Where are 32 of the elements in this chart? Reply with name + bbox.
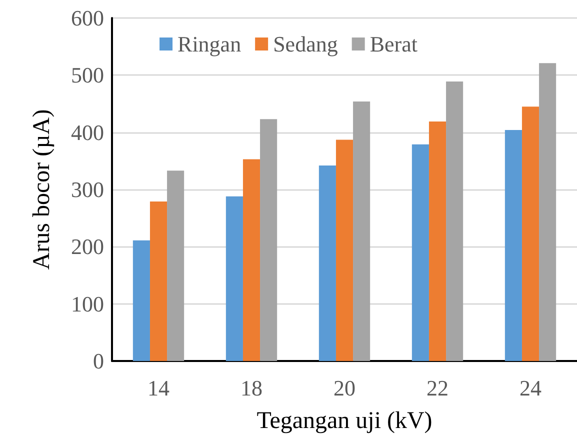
bar — [318, 165, 336, 361]
x-tick-label: 24 — [520, 376, 542, 400]
bar — [260, 119, 278, 361]
legend-label: Ringan — [178, 32, 242, 56]
bar — [412, 144, 429, 361]
x-tick-label: 14 — [148, 376, 170, 400]
y-tick-label: 300 — [71, 177, 104, 202]
y-tick-label: 600 — [71, 6, 104, 30]
bar — [522, 106, 540, 361]
bar — [428, 121, 446, 361]
y-tick-label: 100 — [71, 291, 104, 316]
bar — [226, 196, 243, 361]
legend-label: Berat — [370, 32, 418, 56]
bar — [446, 81, 464, 361]
legend-label: Sedang — [273, 32, 338, 56]
x-tick-label: 18 — [240, 376, 262, 400]
y-tick-label: 500 — [71, 62, 104, 88]
y-tick-label: 0 — [93, 348, 104, 374]
bar — [504, 130, 522, 361]
bar — [353, 101, 370, 361]
x-tick-label: 20 — [334, 376, 356, 400]
bar — [167, 170, 184, 361]
bar — [132, 240, 150, 361]
y-axis-title: Arus bocor (µA) — [29, 109, 55, 270]
bar — [242, 159, 260, 361]
bar — [539, 63, 556, 361]
bar — [336, 140, 354, 361]
x-axis-title: Tegangan uji (kV) — [256, 408, 432, 434]
y-tick-label: 200 — [71, 234, 104, 260]
x-tick-label: 22 — [426, 376, 448, 400]
bar — [150, 202, 168, 361]
y-tick-label: 400 — [71, 120, 104, 145]
